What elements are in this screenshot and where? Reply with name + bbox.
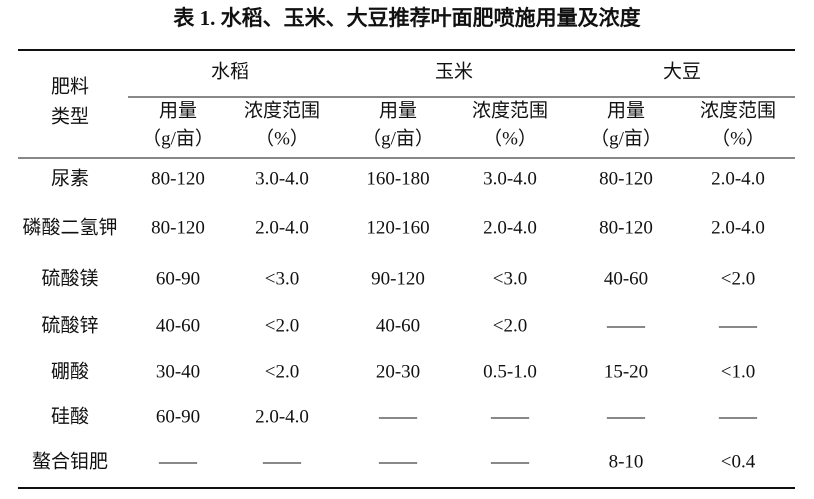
cell: <2.0 — [265, 361, 299, 382]
cell: 20-30 — [376, 361, 420, 382]
cell: —— — [606, 406, 646, 427]
cell: 80-120 — [599, 217, 653, 238]
row-label: 硫酸锌 — [41, 314, 98, 336]
cell: 2.0-4.0 — [483, 217, 537, 238]
sub-header: 用量 — [159, 100, 197, 121]
cell: 60-90 — [156, 268, 200, 289]
cell: —— — [378, 451, 418, 472]
cell: 40-60 — [376, 315, 420, 336]
cell: —— — [490, 406, 530, 427]
cell: —— — [718, 406, 758, 427]
cell: 40-60 — [156, 315, 200, 336]
group-header: 玉米 — [435, 60, 473, 82]
cell: 120-160 — [366, 217, 429, 238]
group-header: 大豆 — [663, 60, 701, 82]
sub-header: （%） — [711, 127, 765, 149]
table-title: 表 1. 水稻、玉米、大豆推荐叶面肥喷施用量及浓度 — [173, 6, 640, 30]
cell: 160-180 — [366, 168, 429, 189]
cell: <2.0 — [265, 315, 299, 336]
cell: —— — [158, 451, 198, 472]
row-label: 螯合钼肥 — [32, 450, 108, 472]
cell: <3.0 — [265, 268, 299, 289]
row-label: 硼酸 — [51, 360, 89, 382]
sub-header: （%） — [255, 127, 309, 149]
sub-header: （g/亩） — [362, 127, 434, 149]
cell: 40-60 — [604, 268, 648, 289]
sub-header: 用量 — [607, 100, 645, 121]
sub-header: （g/亩） — [590, 127, 662, 149]
cell: 80-120 — [151, 168, 205, 189]
sub-header: 浓度范围 — [472, 99, 548, 121]
cell: 3.0-4.0 — [483, 168, 537, 189]
row-header-label: 肥料 — [51, 75, 89, 97]
sub-header: 浓度范围 — [244, 99, 320, 121]
cell: —— — [378, 406, 418, 427]
cell: 0.5-1.0 — [483, 361, 537, 382]
cell: 2.0-4.0 — [711, 168, 765, 189]
group-header: 水稻 — [211, 60, 249, 82]
cell: —— — [490, 451, 530, 472]
cell: —— — [718, 315, 758, 336]
cell: 2.0-4.0 — [255, 406, 309, 427]
sub-header: 用量 — [379, 100, 417, 121]
cell: 80-120 — [151, 217, 205, 238]
cell: 30-40 — [156, 361, 200, 382]
cell: <2.0 — [721, 268, 755, 289]
cell: —— — [262, 451, 302, 472]
cell: 15-20 — [604, 361, 648, 382]
row-label: 尿素 — [51, 167, 89, 189]
row-label: 硫酸镁 — [41, 267, 98, 289]
row-label: 硅酸 — [51, 405, 89, 427]
cell: —— — [606, 315, 646, 336]
cell: <3.0 — [493, 268, 527, 289]
cell: 8-10 — [609, 451, 644, 472]
cell: 2.0-4.0 — [711, 217, 765, 238]
cell: 2.0-4.0 — [255, 217, 309, 238]
row-label: 磷酸二氢钾 — [22, 216, 117, 238]
cell: 90-120 — [371, 268, 425, 289]
row-header-label: 类型 — [51, 105, 89, 127]
sub-header: （%） — [483, 127, 537, 149]
sub-header: 浓度范围 — [700, 99, 776, 121]
cell: 3.0-4.0 — [255, 168, 309, 189]
cell: <0.4 — [721, 451, 756, 472]
cell: <2.0 — [493, 315, 527, 336]
cell: <1.0 — [721, 361, 755, 382]
cell: 80-120 — [599, 168, 653, 189]
cell: 60-90 — [156, 406, 200, 427]
sub-header: （g/亩） — [142, 127, 214, 149]
